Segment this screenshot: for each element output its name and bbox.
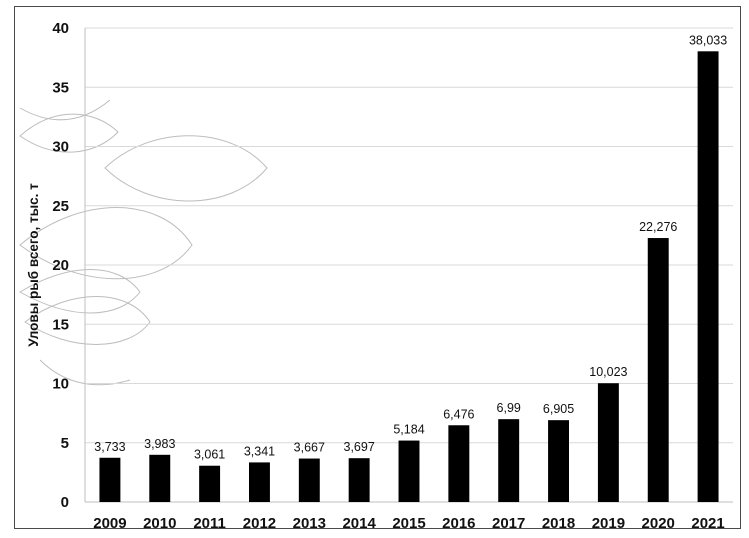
data-label-2013: 3,667 [294,441,325,455]
x-tick-labels: 2009 2010 2011 2012 2013 2014 2015 2016 2017 2018… [93,515,725,532]
bars [99,51,719,502]
data-label-2016: 6,476 [443,407,474,421]
y-tick-label: 5 [61,435,69,452]
x-tick-label-2014: 2014 [342,515,376,532]
bar-2010 [149,454,171,502]
gridlines [85,27,733,444]
bar-2018 [548,420,570,502]
y-tick-label: 15 [52,316,69,333]
bar-2015 [398,440,420,502]
bar-2014 [348,458,370,502]
y-tick-label: 10 [52,376,69,393]
data-label-2009: 3,733 [94,440,125,454]
bar-2016 [448,425,470,502]
x-tick-label-2019: 2019 [592,515,625,532]
x-tick-label-2021: 2021 [691,515,724,532]
x-tick-label-2017: 2017 [492,515,525,532]
x-tick-label-2016: 2016 [442,515,475,532]
data-label-2020: 22,276 [639,220,677,234]
data-label-2018: 6,905 [543,402,574,416]
chart-frame [14,6,741,529]
data-label-2010: 3,983 [144,437,175,451]
y-tick-label: 25 [52,198,69,215]
y-tick-labels: 0 5 10 15 20 25 30 35 40 [52,20,69,511]
x-tick-label-2015: 2015 [392,515,425,532]
x-tick-label-2013: 2013 [293,515,326,532]
x-tick-label-2010: 2010 [143,515,176,532]
bar-2009 [99,457,121,502]
bar-2021 [697,51,719,502]
x-tick-label-2018: 2018 [542,515,575,532]
data-label-2015: 5,184 [393,423,424,437]
bar-2019 [597,383,619,502]
x-tick-label-2012: 2012 [243,515,276,532]
data-label-2014: 3,697 [344,440,375,454]
data-label-2012: 3,341 [244,444,275,458]
bar-2011 [199,465,221,502]
data-label-2021: 38,033 [689,33,727,47]
bar-2020 [647,238,669,502]
y-tick-label: 40 [52,20,69,37]
bar-2012 [248,462,270,502]
y-tick-label: 0 [61,494,69,511]
bar-2017 [498,419,520,502]
fish-outline-watermark [19,99,268,386]
data-label-2011: 3,061 [194,448,225,462]
y-tick-label: 20 [52,257,69,274]
x-tick-label-2020: 2020 [642,515,675,532]
bar-2013 [298,458,320,502]
data-label-2017: 6,99 [497,401,521,415]
y-tick-label: 35 [52,79,69,96]
x-tick-label-2011: 2011 [193,515,226,532]
y-tick-label: 30 [52,139,69,156]
data-label-2019: 10,023 [589,365,627,379]
x-tick-label-2009: 2009 [93,515,126,532]
y-axis-title: Уловы рыб всего, тыс. т [26,183,41,347]
data-labels: 3,733 3,983 3,061 3,341 3,667 3,697 5,184 6,476… [94,33,727,461]
